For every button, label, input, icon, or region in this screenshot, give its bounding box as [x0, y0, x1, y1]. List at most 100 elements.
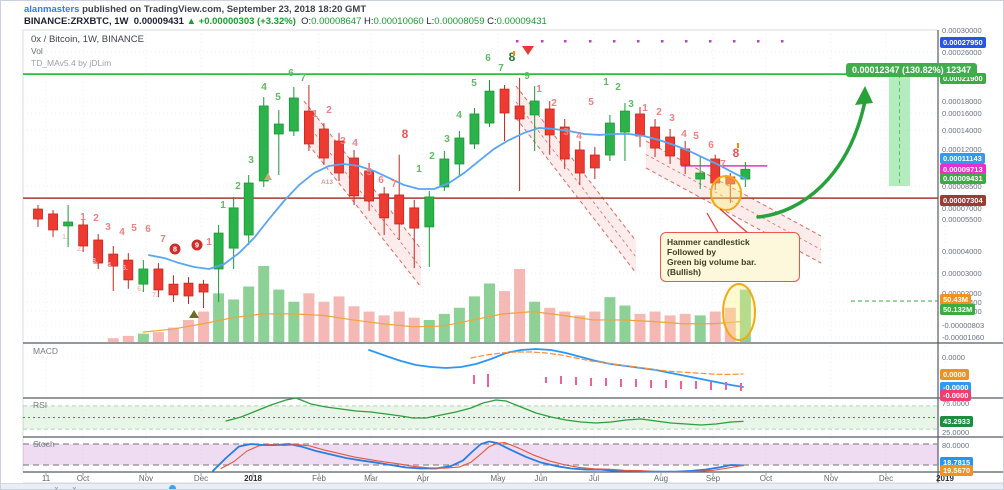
risk-dot: [733, 40, 736, 43]
chevron-down-icon[interactable]: ⌄: [71, 483, 78, 490]
chevron-down-icon[interactable]: ⌄: [53, 483, 60, 490]
ohlc-text: H:: [361, 16, 374, 27]
volume-bar: [348, 306, 360, 342]
volume-bar: [198, 311, 210, 342]
volume-bar: [167, 327, 179, 342]
volume-bar: [423, 319, 435, 342]
volume-bar: [363, 311, 375, 342]
risk-dot: [661, 40, 664, 43]
price-axis-tick: 0.00004000: [942, 247, 982, 256]
td-count-label: 3: [669, 113, 675, 124]
td-count-label: 4: [352, 138, 358, 149]
td-count-label: 5: [275, 92, 281, 103]
publish-byline: alanmasters published on TradingView.com…: [24, 4, 366, 15]
ohlc-text: O:: [295, 16, 312, 27]
price-axis-tick: 0.00026000: [942, 48, 982, 57]
candle-body: [48, 213, 58, 231]
candle-body: [695, 172, 706, 180]
channel-edge: [515, 117, 637, 274]
volume-bar: [137, 333, 149, 342]
price-axis-tick: 75.0000: [942, 399, 970, 408]
volume-bar: [258, 266, 270, 342]
tradingview-logo-icon[interactable]: [169, 485, 176, 489]
time-axis-label: Jul: [588, 474, 600, 483]
sell-arrow-icon: [522, 46, 534, 55]
volume-bar: [393, 311, 405, 342]
channel-midline: [515, 101, 637, 258]
author-link[interactable]: alanmasters: [24, 4, 80, 15]
candle-body: [409, 207, 420, 229]
price-axis-badge: 43.2933: [940, 415, 974, 427]
td-count-label: 3: [105, 222, 111, 233]
volume-bar: [634, 313, 646, 342]
pane-label-macd: MACD: [33, 346, 59, 356]
annotation-note[interactable]: Hammer candlestick Followed by Green big…: [660, 232, 800, 282]
volume-bar: [499, 291, 511, 342]
price-axis-tick: 0.00030000: [942, 26, 982, 35]
td-count-label: 7.: [152, 292, 158, 299]
candle-body: [529, 100, 540, 116]
price-axis-tick: -0.00001060: [942, 333, 985, 342]
td-count-label: 2: [551, 98, 557, 109]
price-axis-tick: 0.00008500: [942, 182, 982, 191]
risk-dot: [757, 40, 760, 43]
price-axis-badge: 0.00011143: [940, 152, 985, 164]
td-count-label: 6: [485, 53, 491, 64]
volume-bar: [664, 315, 676, 342]
td-count-label: 3: [444, 134, 450, 145]
volume-bar: [559, 311, 571, 342]
candle-body: [589, 154, 600, 169]
candle-body: [168, 283, 179, 296]
td-count-label: 7: [160, 234, 166, 245]
callout-leader-line: [719, 208, 750, 235]
rsi-line: [225, 397, 744, 426]
candle-body: [33, 208, 43, 220]
orange-tick-marker: [513, 51, 515, 56]
candle-body: [258, 105, 269, 182]
annotation-line: Hammer candlestick: [667, 237, 750, 247]
td-count-label: 1: [206, 237, 212, 248]
time-axis-label: Nov: [138, 474, 154, 483]
risk-dot: [685, 40, 688, 43]
price-axis-badge: 0.00009713: [940, 163, 986, 175]
annotation-line: Followed by: [667, 247, 717, 257]
td-count-label: 6.: [137, 286, 143, 293]
candle-body: [559, 126, 570, 160]
ohlc-text: 0.00010060: [373, 16, 424, 27]
time-axis-label: Dec: [878, 474, 894, 483]
td-count-label: 1: [603, 77, 609, 88]
candle-body: [364, 170, 375, 202]
pane-label-rsi: RSI: [33, 400, 48, 410]
price-axis-badge: -0.0000: [940, 381, 972, 393]
volume-bar: [514, 269, 526, 342]
candle-body: [108, 253, 119, 267]
risk-dot: [541, 40, 544, 43]
td-count-label: 4: [456, 110, 462, 121]
price-axis-badge: 0.0000: [940, 368, 969, 380]
candle-body: [288, 97, 299, 132]
bullish-arrow-head: [855, 86, 873, 105]
td-count-label: 8: [733, 146, 740, 160]
candle-body: [499, 88, 510, 114]
price-axis-tick: 0.00016000: [942, 109, 982, 118]
td-count-label: 6: [288, 68, 294, 79]
td-count-label: 1: [642, 103, 648, 114]
volume-bar: [303, 293, 315, 342]
pane-label-stoch: Stoch: [33, 439, 55, 449]
macd-signal-line: [470, 351, 744, 376]
candle-body: [123, 259, 134, 281]
ohlc-text: C:: [484, 16, 497, 27]
price-axis-badge: 0.00021900: [940, 72, 986, 84]
ohlc-text: 0.00009431: [128, 16, 184, 27]
td-count-label: 4: [681, 129, 687, 140]
time-axis-label: Dec: [193, 474, 209, 483]
td-count-label: 7: [391, 179, 397, 190]
orange-tick-marker: [737, 143, 739, 148]
volume-bar: [183, 319, 194, 342]
candle-body: [319, 128, 329, 159]
volume-bar: [122, 335, 134, 342]
breakout-marker-icon: [264, 173, 272, 180]
volume-highlight-ellipse: [722, 283, 756, 341]
volume-bar: [484, 283, 495, 342]
price-axis-tick: 0.00007000: [942, 204, 982, 213]
